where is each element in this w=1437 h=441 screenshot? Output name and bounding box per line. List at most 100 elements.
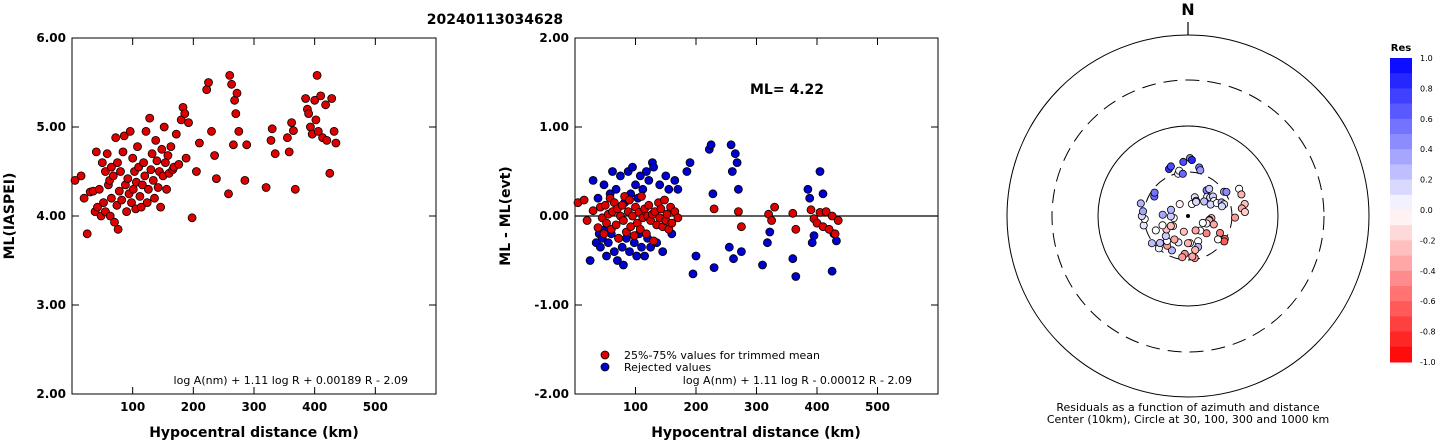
rejected-point	[599, 180, 609, 190]
colorbar-tick-label: 0.4	[1420, 145, 1433, 154]
colorbar-tick-label: 0.0	[1420, 206, 1433, 215]
colorbar-swatch	[1390, 255, 1412, 272]
station-residual-point	[1175, 200, 1184, 209]
ml-point	[163, 151, 173, 160]
ml-point	[99, 198, 108, 208]
accepted-point	[821, 207, 831, 217]
rejected-point	[724, 242, 734, 252]
ml-point	[181, 153, 191, 163]
rejected-point	[616, 171, 625, 181]
station-residual-point	[1147, 239, 1156, 248]
station-residual-point	[1156, 238, 1165, 247]
accepted-point	[644, 200, 654, 210]
accepted-point	[602, 218, 611, 228]
ml-point	[207, 126, 216, 136]
station-residual-point	[1217, 202, 1226, 211]
colorbar-tick-label: 1.0	[1420, 54, 1433, 63]
ml-point	[261, 183, 271, 192]
plot1-ylabel: ML(IASPEI)	[2, 173, 18, 260]
ml-point	[305, 122, 315, 132]
accepted-point	[637, 191, 646, 201]
colorbar-swatch	[1390, 149, 1412, 165]
rejected-point	[670, 175, 680, 185]
ml-point	[140, 171, 150, 181]
plot1-xtick-label: 500	[363, 400, 388, 414]
ml-point	[191, 167, 201, 176]
ml-point	[234, 126, 244, 136]
accepted-point	[635, 224, 645, 234]
plot2-ytick-label: -1.00	[534, 298, 569, 312]
ml-point	[142, 198, 152, 208]
plot2-ytick-label: 1.00	[539, 120, 569, 134]
azimuth-residual-plot: N Residuals as a function of azimuth and…	[1006, 0, 1370, 426]
station-residual-point	[1158, 210, 1167, 219]
ml-point	[284, 147, 294, 157]
colorbar-swatch	[1390, 316, 1412, 333]
accepted-point	[770, 202, 779, 212]
ml-point	[242, 140, 252, 150]
rejected-point	[758, 260, 767, 270]
plot1-xtick-label: 400	[302, 400, 327, 414]
colorbar-tick-label: -0.8	[1420, 328, 1436, 337]
ml-point	[101, 167, 110, 176]
colorbar-tick-label: -0.2	[1420, 236, 1436, 245]
rejected-point	[655, 180, 665, 190]
colorbar-tick-label: -0.6	[1420, 297, 1436, 306]
rejected-point	[635, 171, 645, 181]
rejected-point	[737, 247, 746, 257]
rejected-point	[642, 167, 651, 176]
ml-point	[211, 174, 221, 184]
legend-rejected-label: Rejected values	[624, 361, 711, 374]
colorbar-swatch	[1390, 240, 1412, 257]
ml-point	[107, 162, 116, 172]
accepted-point	[827, 211, 837, 221]
rejected-point	[763, 238, 772, 248]
plot1-formula: log A(nm) + 1.11 log R + 0.00189 R - 2.0…	[174, 374, 408, 387]
plot1-ytick-label: 3.00	[36, 298, 66, 312]
ml-point	[228, 140, 238, 150]
accepted-point	[600, 200, 610, 210]
rejected-point	[709, 263, 719, 273]
station-residual-point	[1161, 231, 1170, 240]
plot2-ml-value: ML= 4.22	[750, 82, 824, 98]
ml-point	[119, 131, 129, 141]
ml-point	[180, 109, 190, 118]
station-residual-point	[1187, 155, 1196, 164]
ml-point	[310, 95, 320, 105]
ml-point	[159, 122, 169, 132]
accepted-point	[830, 229, 840, 239]
colorbar-swatch	[1390, 179, 1412, 196]
ml-point	[184, 118, 193, 127]
ring-100km	[1097, 125, 1279, 307]
plot1-ytick-label: 6.00	[36, 31, 66, 45]
colorbar-tick-label: -0.4	[1420, 267, 1436, 276]
ml-point	[232, 88, 242, 98]
colorbar-tick-label: -1.0	[1420, 358, 1436, 367]
ml-point	[141, 126, 151, 136]
ml-point	[240, 175, 250, 185]
accepted-point	[667, 218, 677, 228]
rejected-point	[688, 269, 698, 279]
ml-point	[114, 186, 124, 196]
ml-point	[152, 156, 162, 166]
ml-point	[210, 151, 220, 160]
accepted-point	[642, 229, 651, 239]
rejected-point	[613, 256, 622, 265]
ml-point	[94, 184, 104, 194]
ml-point	[227, 79, 237, 89]
rejected-point	[637, 242, 646, 252]
station-residual-point	[1179, 157, 1188, 166]
accepted-point	[599, 229, 609, 239]
rejected-point	[691, 251, 701, 261]
rejected-point	[726, 140, 736, 150]
ml-point	[202, 85, 212, 94]
ml-point	[105, 211, 115, 221]
ring-300km	[1051, 79, 1325, 353]
station-residual-point	[1179, 227, 1188, 236]
accepted-point	[611, 220, 621, 230]
plot1-xlabel: Hypocentral distance (km)	[149, 425, 359, 441]
ml-point	[145, 113, 155, 123]
accepted-point	[833, 216, 843, 225]
ml-point	[157, 144, 167, 154]
rejected-point	[593, 193, 603, 203]
